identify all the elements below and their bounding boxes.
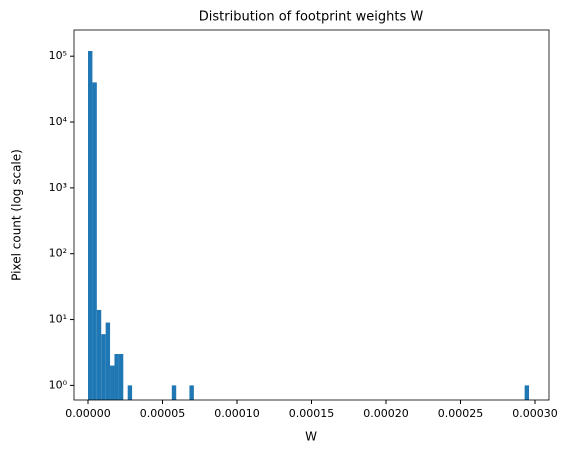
bar (96, 309, 102, 400)
y-tick-label: 10³ (49, 181, 67, 194)
bar (127, 385, 133, 400)
bar (88, 50, 93, 400)
y-tick-label: 10¹ (49, 313, 67, 326)
bar (524, 385, 530, 400)
bar (114, 353, 119, 400)
x-tick-label: 0.00015 (289, 407, 335, 420)
y-tick-label: 10⁴ (49, 115, 68, 128)
y-tick-label: 10⁵ (49, 49, 67, 62)
x-tick-label: 0.00005 (140, 407, 186, 420)
chart-title: Distribution of footprint weights W (199, 10, 424, 25)
x-tick-label: 0.00000 (65, 407, 111, 420)
plot-frame (73, 29, 550, 401)
bar (101, 334, 106, 400)
bar (171, 385, 177, 400)
x-tick-label: 0.00030 (512, 407, 558, 420)
bar (105, 322, 111, 400)
x-tick-label: 0.00020 (363, 407, 409, 420)
bar (110, 365, 115, 400)
x-tick-label: 0.00010 (214, 407, 260, 420)
bar (118, 353, 124, 400)
y-tick-label: 10⁰ (49, 378, 68, 391)
bar (189, 385, 194, 400)
x-axis-label: W (305, 430, 317, 444)
y-tick-label: 10² (49, 247, 67, 260)
x-tick-label: 0.00025 (438, 407, 484, 420)
bar (92, 82, 97, 400)
y-axis-label: Pixel count (log scale) (10, 149, 24, 281)
